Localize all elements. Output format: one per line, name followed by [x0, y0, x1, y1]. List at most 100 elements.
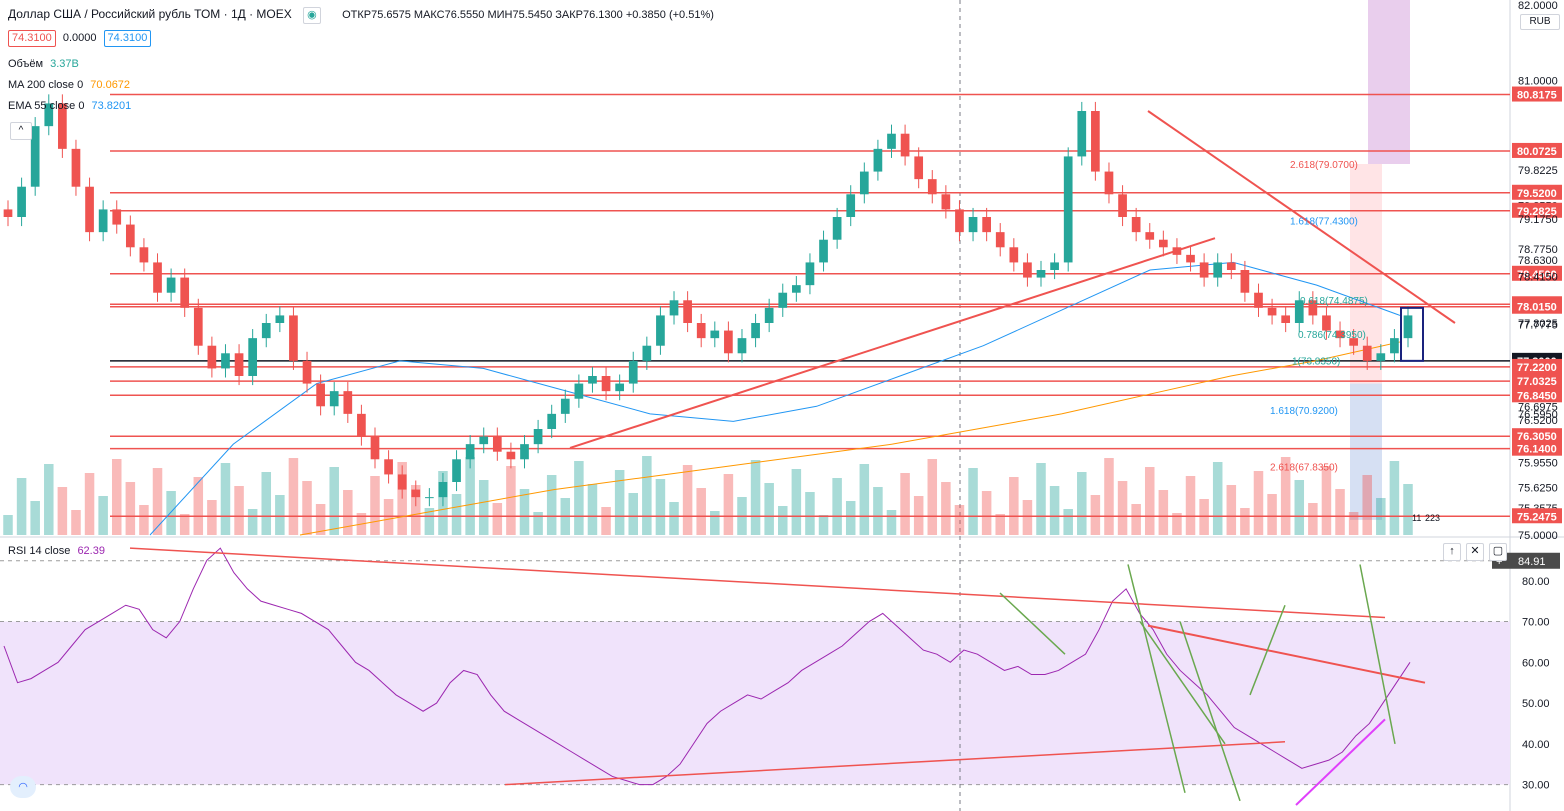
- volume-bar: [723, 474, 734, 535]
- volume-bar: [16, 478, 27, 535]
- volume-bar: [1049, 486, 1060, 535]
- projection-zone-top: [1368, 0, 1410, 164]
- tradingview-logo-icon[interactable]: ◠: [10, 776, 36, 798]
- rsi-legend[interactable]: RSI 14 close 62.39: [8, 545, 105, 557]
- volume-bar: [954, 505, 965, 535]
- ask-price[interactable]: 74.3100: [103, 30, 152, 47]
- candle-body: [1050, 262, 1059, 270]
- candle-body: [724, 330, 733, 354]
- candle-body: [710, 330, 720, 339]
- candle-body: [329, 391, 339, 407]
- candle-body: [370, 436, 380, 460]
- fib-label: 1.618(77.4300): [1290, 217, 1358, 228]
- volume-bar: [506, 466, 516, 535]
- bid-price[interactable]: 74.3100: [8, 30, 56, 47]
- volume-bar: [750, 460, 761, 535]
- volume-bar: [111, 459, 122, 535]
- candle-body: [941, 194, 951, 210]
- projection-zone-blue: [1350, 383, 1382, 520]
- volume-bar: [424, 508, 435, 535]
- ohlc-readout: ОТКР75.6575 МАКС76.5550 МИН75.5450 ЗАКР7…: [342, 9, 714, 21]
- volume-badge: 11: [1412, 513, 1421, 523]
- rsi-tick-label: 30.00: [1522, 780, 1550, 792]
- ema55-legend[interactable]: EMA 55 close 0 73.8201: [8, 100, 132, 112]
- price-tick-label: 81.0000: [1518, 76, 1558, 88]
- candle-body: [153, 262, 162, 293]
- price-tick-label: 76.5950: [1518, 409, 1558, 421]
- volume-bar: [873, 487, 883, 535]
- rsi-band: [0, 621, 1510, 785]
- volume-bar: [1321, 466, 1332, 535]
- volume-bar: [1077, 472, 1087, 535]
- rsi-crosshair-tag: [1492, 552, 1560, 569]
- candle-body: [221, 353, 230, 369]
- candle-body: [560, 398, 570, 414]
- candle-body: [778, 292, 788, 308]
- volume-bar: [519, 489, 530, 535]
- rsi-tick-label: 80.00: [1522, 576, 1550, 588]
- indicator-toggle[interactable]: ◉: [303, 7, 321, 24]
- volume-bar: [1240, 508, 1250, 535]
- candle-body: [873, 148, 883, 172]
- volume-bar: [451, 494, 462, 535]
- volume-bar: [533, 512, 543, 535]
- price-tag: [1512, 440, 1562, 456]
- candle-body: [764, 307, 774, 323]
- candle-body: [125, 224, 135, 248]
- volume-bar: [1158, 490, 1169, 535]
- candle-body: [1063, 156, 1073, 263]
- rsi-green-ray: [1249, 604, 1286, 696]
- fib-label: 1.618(70.9200): [1270, 406, 1338, 417]
- candle-body: [479, 436, 489, 445]
- candle-body: [357, 413, 366, 437]
- maximize-pane-icon[interactable]: ▢: [1489, 543, 1507, 561]
- candle-body: [1091, 111, 1100, 172]
- volume-bar: [1335, 489, 1345, 535]
- price-tag: [1512, 373, 1562, 389]
- price-tag: [1512, 202, 1562, 218]
- candle-body: [1362, 345, 1372, 361]
- close-pane-icon[interactable]: ✕: [1466, 543, 1484, 561]
- ma200-legend[interactable]: MA 200 close 0 70.0672: [8, 79, 131, 91]
- candle-body: [411, 489, 421, 498]
- candle-body: [846, 194, 856, 217]
- candle-body: [1118, 194, 1127, 217]
- collapse-legend-button[interactable]: ^: [10, 122, 32, 140]
- price-tick-label: 77.7775: [1518, 320, 1558, 332]
- volume-bar: [193, 477, 204, 535]
- candle-body: [1267, 307, 1277, 316]
- volume-bar: [465, 457, 475, 535]
- price-tick-label: 75.6250: [1518, 483, 1558, 495]
- candle-body: [112, 209, 122, 225]
- candle-body: [193, 307, 203, 346]
- volume-bar: [139, 505, 149, 535]
- volume-bar: [832, 478, 842, 535]
- rsi-green-ray: [1139, 621, 1226, 745]
- candle-body: [289, 315, 298, 361]
- currency-badge[interactable]: RUB: [1520, 14, 1560, 30]
- volume-legend[interactable]: Объём 3.37B: [8, 58, 79, 70]
- price-tag: [1512, 86, 1562, 102]
- volume-bar: [601, 507, 611, 535]
- rsi-line: [3, 547, 1411, 786]
- candle-body: [85, 186, 94, 233]
- volume-bar: [288, 458, 299, 535]
- candle-body: [1335, 330, 1345, 339]
- price-tag: [1512, 265, 1562, 281]
- volume-bar: [1009, 477, 1019, 535]
- volume-bar: [84, 473, 95, 535]
- price-tick-label: 79.8225: [1518, 165, 1558, 177]
- candle-body: [1226, 262, 1236, 270]
- volume-bar: [1104, 458, 1114, 535]
- price-tag: [1512, 428, 1562, 444]
- move-pane-up-icon[interactable]: ↑: [1443, 543, 1461, 561]
- candle-body: [302, 360, 312, 384]
- rsi-trendline-red: [1147, 624, 1426, 684]
- candle-body: [805, 262, 815, 286]
- symbol-title[interactable]: Доллар США / Российский рубль ТОМ · 1Д ·…: [8, 7, 292, 21]
- candle-body: [615, 383, 624, 392]
- volume-bar: [1022, 500, 1033, 535]
- volume-bar: [1362, 475, 1372, 535]
- candle-body: [520, 444, 529, 460]
